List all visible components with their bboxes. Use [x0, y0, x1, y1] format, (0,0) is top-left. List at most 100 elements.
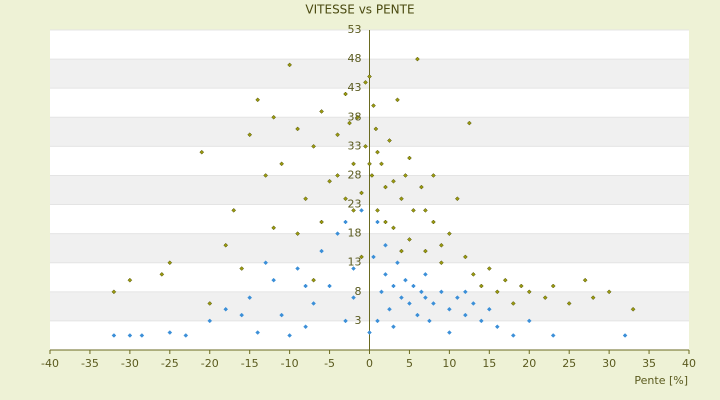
y-tick-label: 33: [348, 139, 362, 152]
point: [431, 301, 436, 306]
point: [263, 173, 269, 178]
point: [447, 330, 452, 335]
point: [411, 283, 416, 289]
point: [455, 295, 460, 300]
point: [287, 333, 292, 338]
point: [327, 178, 332, 184]
point: [439, 289, 444, 295]
point: [550, 333, 556, 338]
point: [263, 260, 269, 266]
point: [303, 196, 308, 202]
point: [494, 289, 500, 295]
point: [403, 173, 408, 178]
point: [351, 208, 356, 213]
point: [391, 283, 396, 289]
point: [347, 120, 352, 126]
point: [415, 56, 420, 62]
point: [271, 277, 277, 283]
y-tick-label: 8: [355, 285, 362, 298]
point: [271, 225, 277, 231]
point: [383, 242, 388, 248]
point: [375, 318, 380, 324]
point: [239, 266, 245, 271]
point: [371, 103, 376, 108]
point: [379, 289, 384, 295]
point: [295, 231, 300, 236]
point: [455, 196, 460, 202]
x-axis-title: Pente [%]: [634, 374, 688, 387]
point: [423, 208, 428, 213]
point: [351, 161, 356, 167]
point: [387, 306, 392, 312]
point: [470, 301, 476, 306]
point: [478, 318, 484, 324]
point: [239, 312, 245, 318]
point: [375, 149, 380, 155]
point: [466, 120, 472, 126]
point: [111, 333, 117, 338]
point: [319, 219, 324, 225]
point: [279, 312, 284, 318]
point: [363, 80, 368, 85]
point: [159, 272, 165, 277]
point: [335, 132, 340, 138]
point: [462, 289, 468, 295]
point: [606, 289, 612, 295]
point: [399, 248, 404, 254]
x-tick-label: 25: [562, 357, 576, 370]
x-tick-label: -15: [241, 357, 259, 370]
point: [303, 283, 308, 289]
point: [343, 91, 348, 97]
x-tick-label: 30: [602, 357, 616, 370]
point: [399, 196, 404, 202]
point: [167, 260, 173, 266]
point: [423, 295, 428, 300]
point: [335, 173, 340, 178]
x-tick-label: 35: [642, 357, 656, 370]
point: [411, 208, 416, 213]
point: [478, 283, 484, 289]
point: [139, 333, 145, 338]
point: [419, 184, 424, 190]
point: [391, 178, 396, 184]
y-tick-label: 38: [348, 110, 362, 123]
point: [343, 318, 348, 324]
point: [319, 248, 324, 254]
point: [439, 242, 444, 248]
point: [287, 62, 292, 68]
point: [391, 324, 396, 330]
point: [383, 184, 388, 190]
point: [371, 254, 376, 260]
point: [439, 260, 444, 266]
point: [363, 144, 368, 149]
point: [526, 289, 532, 295]
point: [486, 306, 492, 312]
point: [303, 324, 308, 330]
point: [127, 333, 133, 338]
x-tick-label: 20: [522, 357, 536, 370]
point: [403, 277, 408, 283]
y-tick-label: 43: [348, 81, 362, 94]
point: [311, 301, 316, 306]
point: [247, 295, 253, 300]
point: [207, 301, 213, 306]
x-tick-label: 40: [682, 357, 696, 370]
point: [359, 208, 364, 213]
point: [369, 173, 375, 178]
y-tick-label: 18: [348, 227, 362, 240]
point: [271, 114, 277, 120]
point: [391, 225, 396, 231]
y-tick-label: 28: [348, 168, 362, 181]
point: [630, 306, 636, 312]
point: [395, 97, 400, 103]
point: [518, 283, 524, 289]
point: [510, 333, 516, 338]
point: [486, 266, 492, 271]
x-tick-label: -35: [81, 357, 99, 370]
x-tick-label: -40: [41, 357, 59, 370]
point: [590, 295, 596, 300]
point: [395, 260, 400, 266]
point: [462, 312, 468, 318]
point: [427, 318, 432, 324]
